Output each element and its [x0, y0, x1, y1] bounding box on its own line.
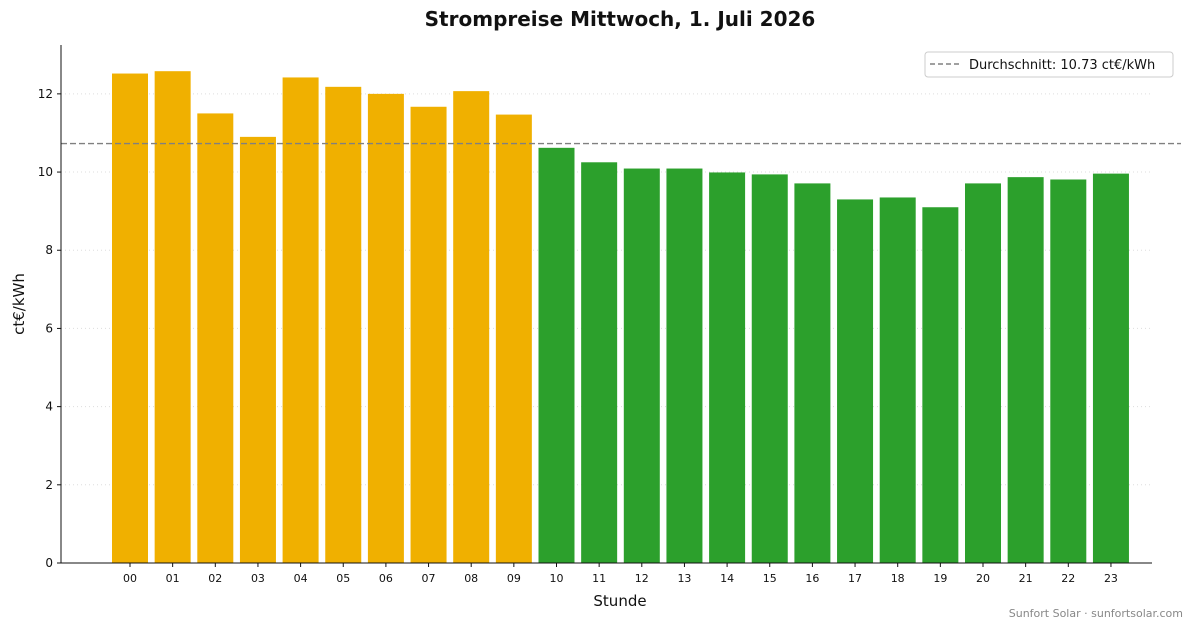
- x-tick-label: 20: [976, 572, 990, 585]
- x-tick-label: 14: [720, 572, 734, 585]
- x-tick-label: 02: [208, 572, 222, 585]
- y-tick-label: 10: [38, 165, 53, 179]
- bar-11: [581, 162, 618, 563]
- y-axis-label: ct€/kWh: [10, 273, 28, 335]
- y-tick-label: 12: [38, 87, 53, 101]
- bar-20: [965, 183, 1001, 563]
- x-tick-label: 05: [336, 572, 350, 585]
- x-tick-label: 03: [251, 572, 265, 585]
- legend: Durchschnitt: 10.73 ct€/kWh: [924, 51, 1174, 78]
- bar-01: [154, 71, 191, 563]
- x-tick-label: 06: [379, 572, 393, 585]
- bar-04: [282, 77, 319, 563]
- x-tick-label: 23: [1104, 572, 1118, 585]
- bar-09: [495, 114, 532, 563]
- bar-08: [453, 91, 490, 563]
- chart-title: Strompreise Mittwoch, 1. Juli 2026: [425, 7, 816, 31]
- y-tick-label: 4: [45, 400, 53, 414]
- bar-15: [751, 174, 788, 563]
- x-tick-label: 10: [550, 572, 564, 585]
- x-tick-label: 00: [123, 572, 137, 585]
- x-tick-label: 22: [1061, 572, 1075, 585]
- x-tick-label: 08: [464, 572, 478, 585]
- bar-14: [709, 172, 746, 563]
- legend-box: [924, 51, 1174, 78]
- x-tick-label: 13: [677, 572, 691, 585]
- y-tick-label: 8: [45, 243, 53, 257]
- x-tick-label: 15: [763, 572, 777, 585]
- x-tick-label: 07: [422, 572, 436, 585]
- footer-credit: Sunfort Solar · sunfortsolar.com: [1009, 607, 1183, 620]
- bar-16: [794, 183, 831, 563]
- bars: [112, 71, 1129, 564]
- x-tick-label: 09: [507, 572, 521, 585]
- x-tick-label: 16: [805, 572, 819, 585]
- x-tick-label: 11: [592, 572, 606, 585]
- x-tick-label: 19: [933, 572, 947, 585]
- y-ticks: 0 2 4 6 8 10 12: [38, 87, 61, 570]
- x-tick-label: 12: [635, 572, 649, 585]
- bar-12: [623, 168, 660, 563]
- x-axis-label: Stunde: [593, 592, 646, 610]
- bar-06: [367, 93, 404, 564]
- x-tick-label: 01: [166, 572, 180, 585]
- bar-00: [112, 73, 148, 563]
- x-tick-label: 18: [891, 572, 905, 585]
- x-tick-label: 17: [848, 572, 862, 585]
- bar-05: [325, 86, 362, 564]
- bar-21: [1007, 177, 1044, 564]
- bar-18: [879, 197, 916, 563]
- bar-07: [410, 106, 447, 564]
- y-tick-label: 0: [45, 556, 53, 570]
- x-tick-label: 04: [294, 572, 308, 585]
- bar-03: [239, 136, 276, 563]
- bar-13: [666, 168, 703, 563]
- y-tick-label: 2: [45, 478, 53, 492]
- x-tick-label: 21: [1019, 572, 1033, 585]
- y-tick-label: 6: [45, 321, 53, 335]
- x-ticks: 00 01 02 03 04 05 06 07 08 09 10 11 12 13 14 15 16 17 18 19…: [123, 563, 1118, 585]
- bar-22: [1050, 179, 1087, 563]
- bar-02: [197, 113, 234, 563]
- legend-label-average: Durchschnitt: 10.73 ct€/kWh: [969, 58, 1155, 73]
- bar-17: [837, 199, 874, 563]
- bar-10: [538, 147, 575, 563]
- bar-23: [1092, 173, 1129, 564]
- bar-19: [922, 207, 959, 563]
